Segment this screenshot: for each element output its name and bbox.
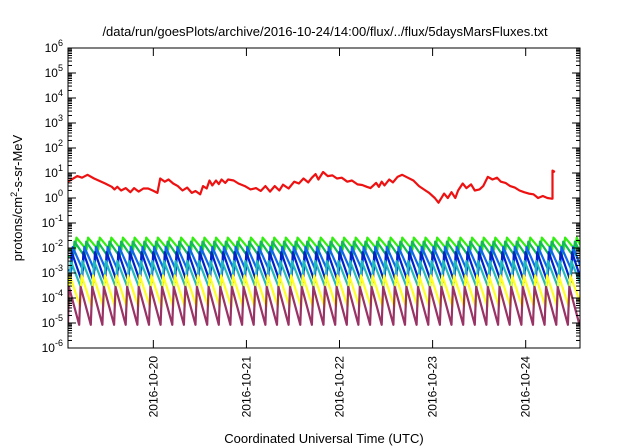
y-tick-label: 103 [45, 113, 63, 130]
y-tick-label: 10-3 [42, 263, 63, 280]
x-tick-label: 2016-10-21 [239, 356, 253, 418]
y-tick-label: 100 [45, 188, 63, 205]
x-tick-label: 2016-10-24 [519, 356, 533, 418]
y-tick-label: 106 [45, 38, 63, 55]
series-line-8 [68, 285, 580, 326]
series-line-1 [68, 169, 556, 204]
series-line-6 [68, 260, 580, 289]
y-tick-label: 104 [45, 88, 63, 105]
series-line-5 [68, 251, 580, 283]
y-axis-label-prefix: protons/cm [10, 197, 25, 261]
y-tick-label: 10-2 [42, 238, 63, 255]
y-tick-label: 10-6 [42, 338, 63, 355]
x-tick-label: 2016-10-20 [146, 356, 160, 418]
y-tick-label: 105 [45, 63, 63, 80]
x-tick-label: 2016-10-23 [426, 356, 440, 418]
y-tick-label: 102 [45, 138, 63, 155]
x-axis-label: Coordinated Universal Time (UTC) [224, 431, 423, 446]
x-axis: 2016-10-20 2016-10-21 2016-10-22 2016-10-23… [146, 48, 533, 418]
series-layer [68, 169, 580, 326]
series-line-7 [68, 274, 580, 308]
y-tick-label: 10-1 [42, 213, 63, 230]
y-tick-label: 10-5 [42, 313, 63, 330]
y-tick-label: 101 [45, 163, 63, 180]
x-tick-label: 2016-10-22 [333, 356, 347, 418]
y-axis-label-sup: 2 [9, 192, 19, 197]
chart-title: /data/run/goesPlots/archive/2016-10-24/1… [102, 24, 548, 39]
y-axis-label: protons/cm2-s-sr-MeV [9, 134, 25, 261]
y-axis-label-suffix: -s-sr-MeV [10, 134, 25, 191]
y-axis: 10-6 10-5 10-4 10-3 10-2 10-1 100 101 102 103 104 1… [42, 38, 580, 355]
y-tick-label: 10-4 [42, 288, 63, 305]
